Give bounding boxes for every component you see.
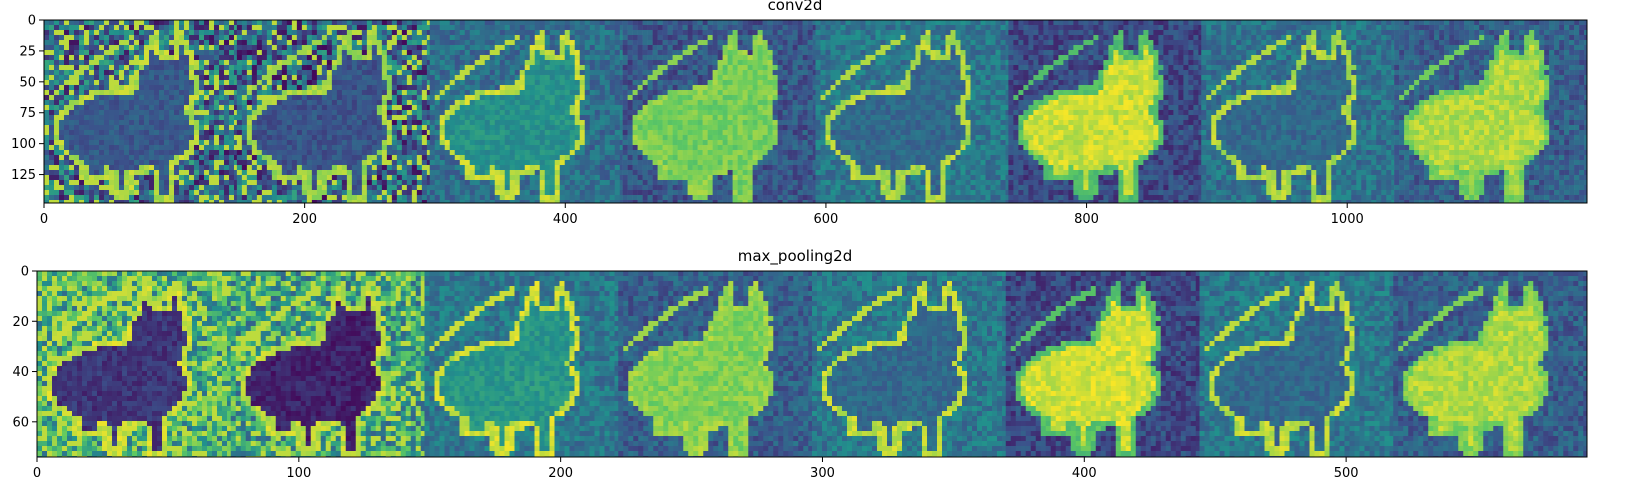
x-tick-label: 400 bbox=[553, 212, 578, 227]
y-tick-label: 100 bbox=[11, 137, 36, 152]
x-tick-label: 1000 bbox=[1331, 212, 1364, 227]
x-tick-label: 200 bbox=[548, 466, 573, 481]
feature-map-tile bbox=[1199, 271, 1394, 457]
feature-map-tile bbox=[236, 20, 431, 203]
feature-map-tile bbox=[424, 271, 619, 457]
feature-map-tile bbox=[44, 20, 238, 203]
feature-map-tile bbox=[230, 271, 425, 457]
feature-map-tile bbox=[1201, 20, 1395, 203]
feature-map-tile bbox=[618, 271, 813, 457]
x-tick-label: 100 bbox=[286, 466, 311, 481]
chart-title-max-pooling2d: max_pooling2d bbox=[720, 247, 870, 265]
feature-map-tile bbox=[429, 20, 623, 203]
y-tick-label: 50 bbox=[19, 75, 36, 90]
chart-title-conv2d: conv2d bbox=[740, 0, 850, 14]
feature-map-tile bbox=[1005, 271, 1200, 457]
y-tick-label: 0 bbox=[28, 14, 36, 29]
y-tick-label: 75 bbox=[19, 106, 36, 121]
y-tick-label: 40 bbox=[12, 365, 29, 380]
heatmap-cells bbox=[37, 271, 1588, 457]
feature-map-tile bbox=[622, 20, 816, 203]
heatmap-cells bbox=[44, 20, 1588, 203]
feature-map-tile bbox=[1393, 271, 1588, 457]
y-tick-label: 60 bbox=[12, 415, 29, 430]
y-tick-label: 0 bbox=[21, 265, 29, 280]
x-tick-label: 800 bbox=[1074, 212, 1099, 227]
x-tick-label: 600 bbox=[814, 212, 839, 227]
feature-map-tile bbox=[1394, 20, 1588, 203]
x-tick-label: 0 bbox=[33, 466, 41, 481]
feature-map-tile bbox=[815, 20, 1009, 203]
axes-frame bbox=[43, 19, 1588, 204]
y-tick-label: 25 bbox=[19, 44, 36, 59]
x-tick-label: 500 bbox=[1334, 466, 1359, 481]
y-tick-label: 125 bbox=[11, 168, 36, 183]
x-tick-label: 400 bbox=[1072, 466, 1097, 481]
x-tick-label: 200 bbox=[292, 212, 317, 227]
axes-frame bbox=[36, 270, 1588, 458]
feature-map-tile bbox=[37, 271, 232, 457]
x-tick-label: 0 bbox=[40, 212, 48, 227]
heatmap-conv2d: 0 200 400 600 800 1000 0 25 50 75 100 125 bbox=[11, 14, 1588, 227]
y-tick-label: 20 bbox=[12, 315, 29, 330]
x-tick-label: 300 bbox=[810, 466, 835, 481]
feature-map-tile bbox=[812, 271, 1007, 457]
feature-map-tile bbox=[1008, 20, 1202, 203]
